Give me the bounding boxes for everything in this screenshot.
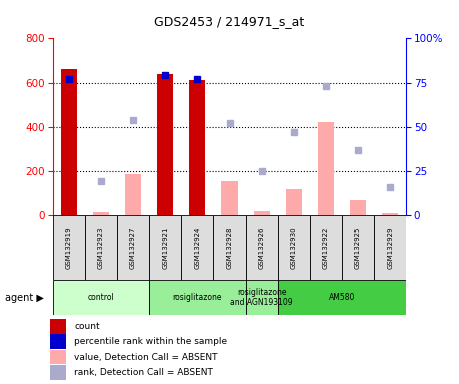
- Bar: [246, 215, 278, 280]
- Bar: [285, 189, 302, 215]
- Bar: [374, 215, 406, 280]
- Text: GSM132921: GSM132921: [162, 227, 168, 269]
- Bar: [157, 74, 174, 215]
- Text: GSM132930: GSM132930: [291, 226, 297, 269]
- Bar: [318, 122, 334, 215]
- Bar: [50, 334, 66, 349]
- Bar: [310, 215, 342, 280]
- Text: agent ▶: agent ▶: [5, 293, 44, 303]
- Text: value, Detection Call = ABSENT: value, Detection Call = ABSENT: [74, 353, 218, 362]
- Bar: [53, 215, 85, 280]
- Bar: [181, 215, 213, 280]
- Bar: [222, 181, 238, 215]
- Text: GSM132929: GSM132929: [387, 227, 393, 269]
- Text: AM580: AM580: [329, 293, 355, 302]
- Text: GDS2453 / 214971_s_at: GDS2453 / 214971_s_at: [154, 15, 305, 28]
- Bar: [278, 280, 406, 315]
- Text: rosiglitazone: rosiglitazone: [173, 293, 222, 302]
- Bar: [93, 212, 109, 215]
- Text: count: count: [74, 322, 100, 331]
- Bar: [50, 319, 66, 334]
- Bar: [254, 210, 270, 215]
- Text: GSM132922: GSM132922: [323, 227, 329, 269]
- Bar: [125, 174, 141, 215]
- Text: GSM132926: GSM132926: [258, 227, 265, 269]
- Text: GSM132927: GSM132927: [130, 227, 136, 269]
- Text: GSM132919: GSM132919: [66, 226, 72, 269]
- Bar: [350, 200, 366, 215]
- Text: GSM132923: GSM132923: [98, 227, 104, 269]
- Bar: [278, 215, 310, 280]
- Bar: [61, 70, 77, 215]
- Bar: [246, 280, 278, 315]
- Bar: [50, 350, 66, 364]
- Text: rosiglitazone
and AGN193109: rosiglitazone and AGN193109: [230, 288, 293, 307]
- Bar: [190, 80, 206, 215]
- Text: percentile rank within the sample: percentile rank within the sample: [74, 337, 227, 346]
- Bar: [342, 215, 374, 280]
- Text: control: control: [88, 293, 114, 302]
- Bar: [382, 213, 398, 215]
- Bar: [117, 215, 149, 280]
- Bar: [149, 280, 246, 315]
- Bar: [149, 215, 181, 280]
- Text: GSM132928: GSM132928: [226, 227, 233, 269]
- Text: GSM132925: GSM132925: [355, 227, 361, 269]
- Text: rank, Detection Call = ABSENT: rank, Detection Call = ABSENT: [74, 368, 213, 377]
- Text: GSM132924: GSM132924: [194, 227, 201, 269]
- Bar: [50, 365, 66, 380]
- Bar: [85, 215, 117, 280]
- Bar: [53, 280, 149, 315]
- Bar: [213, 215, 246, 280]
